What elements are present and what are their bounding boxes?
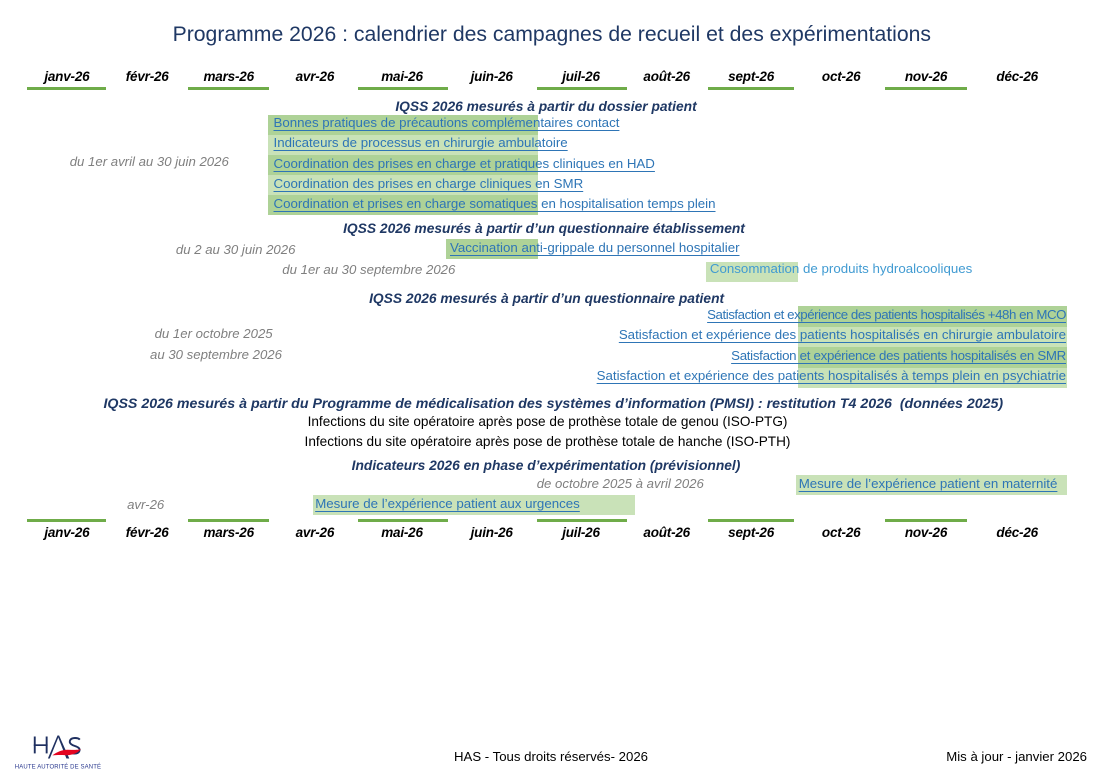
svg-text:HAUTE AUTORITÉ DE SANTÉ: HAUTE AUTORITÉ DE SANTÉ bbox=[15, 764, 101, 771]
